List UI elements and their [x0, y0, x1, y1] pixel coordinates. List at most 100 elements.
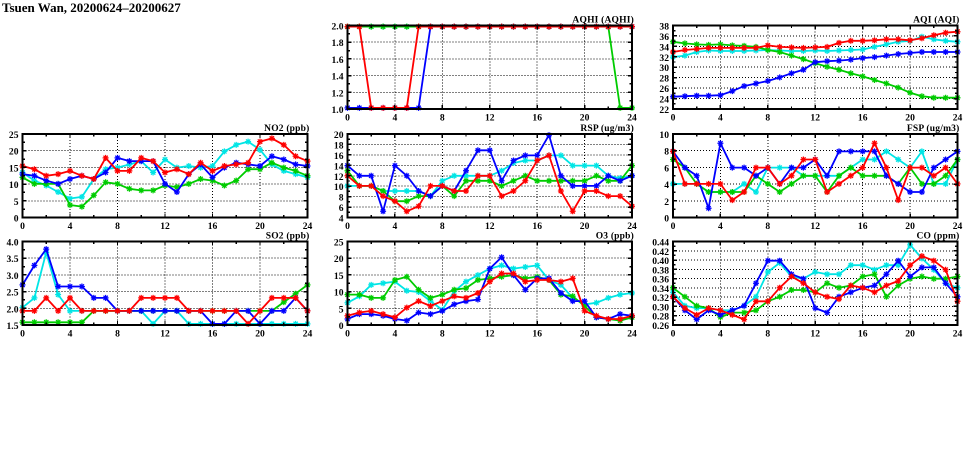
- svg-text:38: 38: [659, 22, 669, 33]
- svg-text:16: 16: [334, 151, 344, 162]
- svg-text:8: 8: [115, 221, 120, 232]
- svg-text:18: 18: [334, 140, 344, 151]
- svg-text:10: 10: [334, 288, 344, 299]
- svg-text:12: 12: [810, 113, 820, 124]
- svg-text:4: 4: [68, 221, 73, 232]
- svg-text:20: 20: [255, 221, 265, 232]
- svg-text:1.8: 1.8: [332, 38, 344, 49]
- svg-text:0: 0: [345, 113, 350, 124]
- svg-text:0.42: 0.42: [652, 247, 669, 258]
- svg-text:0.30: 0.30: [652, 302, 669, 313]
- svg-text:2: 2: [664, 197, 669, 208]
- svg-text:FSP (ug/m3): FSP (ug/m3): [907, 123, 960, 134]
- svg-text:12: 12: [485, 221, 495, 232]
- svg-text:16: 16: [532, 113, 542, 124]
- svg-text:4: 4: [718, 221, 723, 232]
- svg-text:16: 16: [858, 221, 868, 232]
- svg-text:4: 4: [393, 221, 398, 232]
- svg-text:0.28: 0.28: [652, 312, 669, 323]
- svg-text:0: 0: [671, 113, 676, 124]
- svg-text:12: 12: [810, 221, 820, 232]
- svg-text:4: 4: [718, 113, 723, 124]
- svg-text:0: 0: [20, 221, 25, 232]
- svg-text:20: 20: [905, 221, 915, 232]
- svg-text:16: 16: [858, 329, 868, 340]
- svg-text:0: 0: [14, 214, 19, 225]
- svg-text:20: 20: [580, 221, 590, 232]
- svg-text:20: 20: [905, 329, 915, 340]
- svg-text:8: 8: [664, 147, 669, 158]
- svg-text:SO2 (ppb): SO2 (ppb): [266, 231, 310, 242]
- svg-text:22: 22: [659, 105, 669, 116]
- svg-text:20: 20: [9, 147, 19, 158]
- svg-text:28: 28: [659, 74, 669, 85]
- svg-text:2.5: 2.5: [7, 288, 19, 299]
- svg-text:8: 8: [339, 193, 344, 204]
- svg-text:0: 0: [664, 214, 669, 225]
- svg-text:0: 0: [20, 329, 25, 340]
- svg-text:4.0: 4.0: [7, 238, 19, 249]
- svg-text:0: 0: [671, 329, 676, 340]
- svg-text:24: 24: [303, 221, 313, 232]
- svg-text:34: 34: [659, 42, 669, 53]
- svg-text:0.40: 0.40: [652, 256, 669, 267]
- svg-text:15: 15: [334, 271, 344, 282]
- svg-text:12: 12: [334, 172, 344, 183]
- svg-text:15: 15: [9, 163, 19, 174]
- svg-text:0.38: 0.38: [652, 265, 669, 276]
- svg-text:8: 8: [765, 113, 770, 124]
- svg-text:0: 0: [345, 221, 350, 232]
- svg-text:6: 6: [664, 163, 669, 174]
- svg-text:24: 24: [953, 329, 963, 340]
- svg-text:1.2: 1.2: [332, 88, 344, 99]
- svg-text:AQHI (AQHI): AQHI (AQHI): [572, 15, 634, 26]
- svg-text:24: 24: [953, 113, 963, 124]
- svg-text:1.0: 1.0: [332, 105, 344, 116]
- svg-text:0.36: 0.36: [652, 275, 669, 286]
- svg-text:12: 12: [160, 329, 170, 340]
- svg-text:10: 10: [334, 182, 344, 193]
- svg-text:24: 24: [627, 113, 637, 124]
- svg-text:0: 0: [339, 321, 344, 332]
- svg-text:4: 4: [718, 329, 723, 340]
- svg-text:Tsuen Wan, 20200624–20200627: Tsuen Wan, 20200624–20200627: [2, 0, 181, 15]
- svg-text:0: 0: [345, 329, 350, 340]
- svg-text:24: 24: [627, 221, 637, 232]
- svg-text:25: 25: [9, 130, 19, 141]
- svg-text:25: 25: [334, 238, 344, 249]
- svg-text:1.5: 1.5: [7, 321, 19, 332]
- svg-text:16: 16: [208, 329, 218, 340]
- svg-text:16: 16: [208, 221, 218, 232]
- svg-text:4: 4: [68, 329, 73, 340]
- svg-text:8: 8: [440, 113, 445, 124]
- svg-text:20: 20: [255, 329, 265, 340]
- svg-text:0: 0: [671, 221, 676, 232]
- svg-text:5: 5: [339, 304, 344, 315]
- svg-text:3.5: 3.5: [7, 254, 19, 265]
- svg-text:0.44: 0.44: [652, 238, 669, 249]
- svg-text:5: 5: [14, 197, 19, 208]
- svg-text:12: 12: [810, 329, 820, 340]
- svg-text:CO (ppm): CO (ppm): [916, 231, 959, 242]
- svg-text:24: 24: [659, 95, 669, 106]
- svg-text:O3 (ppb): O3 (ppb): [596, 231, 634, 242]
- svg-text:10: 10: [659, 130, 669, 141]
- svg-text:16: 16: [532, 221, 542, 232]
- svg-text:24: 24: [303, 329, 313, 340]
- svg-text:16: 16: [858, 113, 868, 124]
- svg-text:8: 8: [440, 329, 445, 340]
- svg-text:1.4: 1.4: [332, 72, 344, 83]
- svg-text:10: 10: [9, 180, 19, 191]
- svg-text:8: 8: [765, 329, 770, 340]
- svg-text:RSP (ug/m3): RSP (ug/m3): [580, 123, 634, 134]
- svg-text:12: 12: [485, 329, 495, 340]
- svg-text:8: 8: [115, 329, 120, 340]
- svg-text:24: 24: [627, 329, 637, 340]
- svg-text:AQI (AQI): AQI (AQI): [913, 15, 959, 26]
- svg-text:24: 24: [953, 221, 963, 232]
- svg-text:4: 4: [393, 329, 398, 340]
- svg-text:4: 4: [664, 180, 669, 191]
- svg-text:1.6: 1.6: [332, 55, 344, 66]
- svg-text:12: 12: [160, 221, 170, 232]
- svg-text:4: 4: [393, 113, 398, 124]
